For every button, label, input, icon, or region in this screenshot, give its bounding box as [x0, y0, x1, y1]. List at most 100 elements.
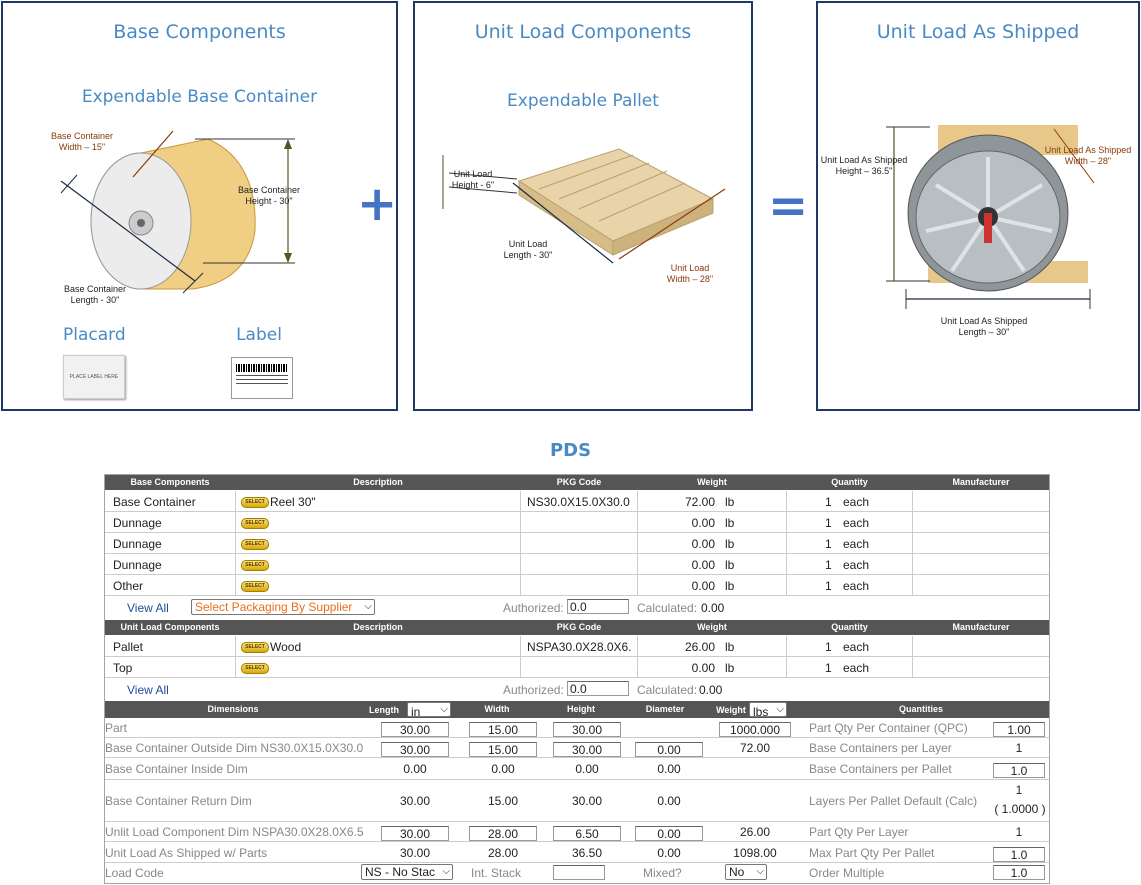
quantity-label: Part Qty Per Layer: [809, 825, 909, 839]
quantity-value: 1: [1015, 741, 1023, 755]
mixed-select[interactable]: No ⌵: [725, 864, 767, 880]
base-actions-row: View All Select Packaging By Supplier ⌵ …: [105, 596, 1049, 618]
quantity-value: 1: [825, 661, 832, 675]
order-multiple-input[interactable]: 1.0: [993, 865, 1045, 880]
supplier-select-value: Select Packaging By Supplier: [195, 600, 353, 614]
quantity-value: 1: [825, 495, 832, 509]
load-code-row: Load Code NS - No Stac ⌵ Int. Stack Mixe…: [105, 863, 1049, 883]
column-divider: [912, 554, 913, 575]
table-row: Dunnage SELECT 0.00 lb 1 each: [105, 512, 1049, 533]
quantity-unit: each: [843, 558, 870, 572]
length-value: 0.00: [403, 762, 427, 776]
weight-value: 0.00: [691, 661, 715, 675]
load-code-select[interactable]: NS - No Stac ⌵: [361, 864, 453, 880]
table-row: Dunnage SELECT 0.00 lb 1 each: [105, 554, 1049, 575]
column-divider: [912, 491, 913, 512]
placard-text: PLACE LABEL HERE: [69, 374, 119, 380]
col-header: Weight: [716, 705, 746, 715]
quantity-label: Part Qty Per Container (QPC): [809, 721, 968, 735]
diameter-input[interactable]: 0.00: [635, 826, 703, 841]
label-title: Label: [236, 325, 282, 345]
select-button[interactable]: SELECT: [241, 539, 269, 550]
pallet-image: [442, 148, 726, 264]
width-input[interactable]: 15.00: [469, 722, 537, 737]
column-divider: [786, 575, 787, 596]
authorized-input[interactable]: 0.0: [567, 599, 629, 614]
chevron-down-icon: ⌵: [776, 704, 784, 715]
quantity-input[interactable]: 1.0: [993, 847, 1045, 862]
placard-title: Placard: [63, 325, 126, 345]
chevron-down-icon: ⌵: [440, 704, 448, 715]
quantity-input[interactable]: 1.0: [993, 763, 1045, 778]
height-input[interactable]: 30.00: [553, 722, 621, 737]
height-input[interactable]: 6.50: [553, 826, 621, 841]
length-unit-select[interactable]: in ⌵: [407, 702, 451, 717]
select-button[interactable]: SELECT: [241, 497, 269, 508]
dimension-row: Unlit Load Component Dim NSPA30.0X28.0X6…: [105, 822, 1049, 842]
dimension-label: Base Container Return Dim: [105, 794, 252, 808]
calculated-value: 0.00: [701, 601, 725, 615]
col-header: Quantities: [898, 704, 943, 714]
weight-unit-select[interactable]: lbs ⌵: [749, 702, 787, 717]
view-all-link[interactable]: View All: [127, 683, 169, 697]
weight-unit: lb: [725, 661, 735, 675]
component-description: Reel 30": [270, 495, 316, 509]
calculated-value: 0.00: [699, 683, 723, 697]
row-divider: [105, 677, 1049, 678]
quantity-value: 1: [825, 579, 832, 593]
weight-value: 26.00: [684, 640, 715, 654]
weight-unit: lb: [725, 558, 735, 572]
authorized-label: Authorized:: [503, 601, 564, 615]
length-input[interactable]: 30.00: [381, 742, 449, 757]
col-header: Description: [353, 477, 403, 487]
row-divider: [105, 841, 1049, 842]
view-all-link[interactable]: View All: [127, 601, 169, 615]
component-name: Dunnage: [113, 537, 162, 551]
weight-input[interactable]: 1000.000: [719, 722, 791, 737]
column-divider: [235, 575, 236, 596]
col-header: PKG Code: [556, 622, 602, 632]
dimension-row: Base Container Inside Dim 0.00 0.00 0.00 0.0…: [105, 758, 1049, 780]
order-multiple-label: Order Multiple: [809, 866, 885, 880]
dimension-label: Unit Load As Shipped w/ Parts: [105, 846, 268, 860]
quantity-value: 1: [825, 558, 832, 572]
diameter-input[interactable]: 0.00: [635, 742, 703, 757]
select-button[interactable]: SELECT: [241, 518, 269, 529]
mixed-value: No: [729, 865, 745, 879]
chevron-down-icon: ⌵: [442, 865, 450, 879]
plus-operator: +: [357, 176, 398, 232]
authorized-input[interactable]: 0.0: [567, 681, 629, 696]
select-button[interactable]: SELECT: [241, 560, 269, 571]
dimension-label: Unlit Load Component Dim NSPA30.0X28.0X6…: [105, 825, 364, 839]
width-value: 28.00: [487, 846, 519, 860]
length-input[interactable]: 30.00: [381, 826, 449, 841]
column-divider: [520, 512, 521, 533]
col-header: Length: [369, 705, 399, 715]
row-divider: [105, 511, 1049, 512]
column-divider: [235, 636, 236, 657]
height-value: 30.00: [571, 794, 603, 808]
height-input[interactable]: 30.00: [553, 742, 621, 757]
column-divider: [637, 554, 638, 575]
supplier-select[interactable]: Select Packaging By Supplier ⌵: [191, 599, 375, 615]
col-header: Quantity: [831, 622, 868, 632]
width-input[interactable]: 15.00: [469, 742, 537, 757]
quantity-unit: each: [843, 661, 870, 675]
int-stack-input[interactable]: [553, 865, 605, 880]
select-button[interactable]: SELECT: [241, 642, 269, 653]
column-divider: [912, 636, 913, 657]
select-button[interactable]: SELECT: [241, 581, 269, 592]
quantity-input[interactable]: 1.00: [993, 722, 1045, 737]
diameter-value: 0.00: [657, 794, 681, 808]
dimension-label: Part: [105, 721, 128, 735]
calculated-label: Calculated:: [637, 601, 698, 615]
col-header: Diameter: [645, 704, 685, 714]
width-input[interactable]: 28.00: [469, 826, 537, 841]
column-divider: [637, 533, 638, 554]
column-divider: [235, 512, 236, 533]
column-divider: [786, 657, 787, 678]
select-button[interactable]: SELECT: [241, 663, 269, 674]
length-input[interactable]: 30.00: [381, 722, 449, 737]
panel-title: Unit Load Components: [474, 21, 692, 43]
column-divider: [912, 575, 913, 596]
